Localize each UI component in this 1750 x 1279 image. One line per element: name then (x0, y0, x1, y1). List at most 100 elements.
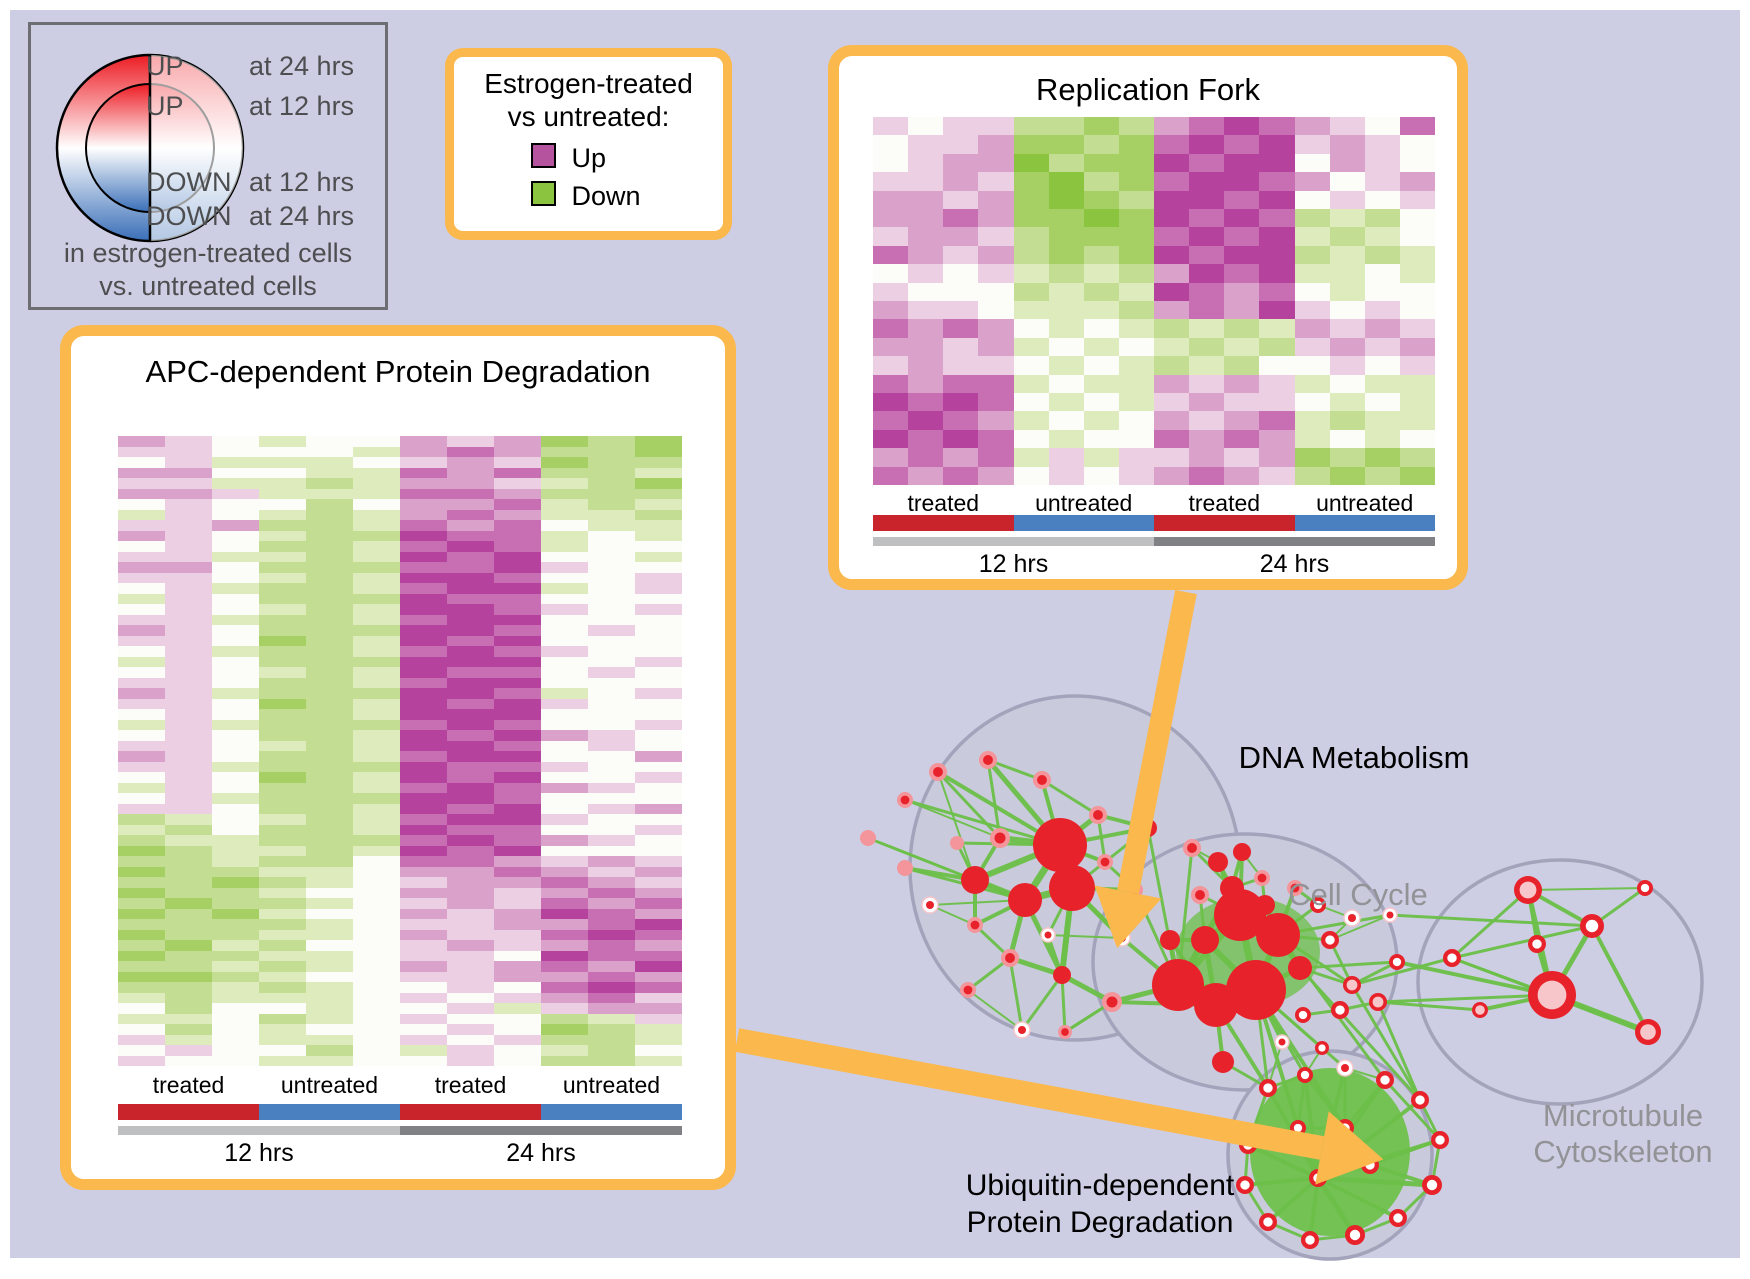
heatmap-cell (259, 740, 306, 751)
updown-legend-title-line1: Estrogen-treated (484, 68, 693, 99)
heatmap-cell (353, 551, 400, 562)
heatmap-cell (978, 227, 1014, 246)
heatmap-cell (1013, 429, 1049, 449)
heatmap-cell (873, 245, 909, 265)
heatmap-cell (1048, 172, 1084, 191)
heatmap-cell (447, 488, 494, 499)
heatmap-cell (259, 446, 306, 457)
heatmap-cell (212, 562, 259, 573)
heatmap-cell (447, 478, 494, 489)
heatmap-cell (212, 919, 259, 930)
heatmap-cell (1013, 282, 1049, 301)
heatmap-cell (118, 1003, 165, 1014)
heatmap-cell (1013, 356, 1049, 375)
heatmap-cell (943, 356, 979, 375)
heatmap-cell (353, 1003, 400, 1014)
heatmap-cell (353, 772, 400, 783)
heatmap-cell (1048, 227, 1084, 246)
heatmap-cell (635, 929, 682, 940)
heatmap-cell (353, 803, 400, 814)
heatmap-cell (1083, 227, 1119, 246)
heatmap-cell (1118, 245, 1154, 265)
heatmap-cell (447, 803, 494, 814)
heatmap-cell (1364, 300, 1400, 320)
heatmap-cell (541, 803, 588, 814)
heatmap-cell (165, 625, 212, 636)
heatmap-cell (118, 436, 165, 447)
heatmap-cell (635, 646, 682, 657)
untreated-bar (541, 1104, 682, 1120)
heatmap-cell (259, 509, 306, 520)
heatmap-cell (306, 887, 353, 898)
heatmap-cell (353, 1055, 400, 1066)
heatmap-cell (212, 488, 259, 499)
heatmap-cell (494, 908, 541, 919)
heatmap-cell (212, 877, 259, 888)
heatmap-cell (1364, 429, 1400, 449)
heatmap-cell (588, 541, 635, 552)
heatmap-cell (635, 614, 682, 625)
heatmap-cell (306, 992, 353, 1003)
heatmap-cell (1259, 208, 1295, 228)
heatmap-cell (1399, 411, 1435, 430)
heatmap-cell (212, 940, 259, 951)
heatmap-cell (588, 593, 635, 604)
heatmap-cell (494, 961, 541, 972)
heatmap-cell (165, 908, 212, 919)
heatmap-cell (306, 961, 353, 972)
heatmap-cell (1048, 245, 1084, 265)
heatmap-cell (447, 583, 494, 594)
heatmap-cell (212, 688, 259, 699)
heatmap-cell (447, 845, 494, 856)
heatmap-cell (353, 782, 400, 793)
heatmap-cell (212, 530, 259, 541)
heatmap-cell (1224, 300, 1260, 320)
heatmap-cell (306, 604, 353, 615)
heatmap-cell (494, 845, 541, 856)
group-label: untreated (1035, 490, 1133, 516)
heatmap-cell (908, 208, 944, 228)
heatmap-cell (635, 877, 682, 888)
heatmap-cell (306, 845, 353, 856)
heatmap-cell (306, 583, 353, 594)
heatmap-cell (400, 1024, 447, 1035)
heatmap-cell (588, 751, 635, 762)
heatmap-cell (1329, 208, 1365, 228)
heatmap-cell (1083, 374, 1119, 393)
heatmap-cell (1048, 300, 1084, 320)
heatmap-cell (494, 751, 541, 762)
legend-direction: DOWN (146, 201, 232, 231)
heatmap-cell (447, 940, 494, 951)
heatmap-cell (259, 583, 306, 594)
heatmap-cell (306, 730, 353, 741)
heatmap-cell (1294, 300, 1330, 320)
heatmap-cell (588, 950, 635, 961)
heatmap-cell (908, 429, 944, 449)
group-label: untreated (1316, 490, 1414, 516)
heatmap-cell (1329, 429, 1365, 449)
heatmap-cell (400, 1003, 447, 1014)
heatmap-cell (165, 635, 212, 646)
legend-row: UP at 12 hrs (31, 91, 379, 121)
heatmap-cell (541, 793, 588, 804)
heatmap-cell (212, 740, 259, 751)
heatmap-cell (259, 467, 306, 478)
heatmap-cell (400, 614, 447, 625)
heatmap-cell (259, 677, 306, 688)
heatmap-cell (1048, 392, 1084, 412)
heatmap-cell (1083, 153, 1119, 173)
heatmap-cell (1154, 356, 1190, 375)
heatmap-cell (1048, 153, 1084, 173)
heatmap-cell (306, 982, 353, 993)
heatmap-cell (541, 698, 588, 709)
heatmap-cell (541, 740, 588, 751)
heatmap-cell (1189, 392, 1225, 412)
heatmap-cell (494, 551, 541, 562)
heatmap-cell (353, 1034, 400, 1045)
treated-bar (873, 515, 1014, 531)
heatmap-cell (541, 982, 588, 993)
heatmap-cell (1399, 429, 1435, 449)
heatmap-cell (212, 761, 259, 772)
heatmap-cell (1399, 208, 1435, 228)
heatmap-cell (635, 457, 682, 468)
